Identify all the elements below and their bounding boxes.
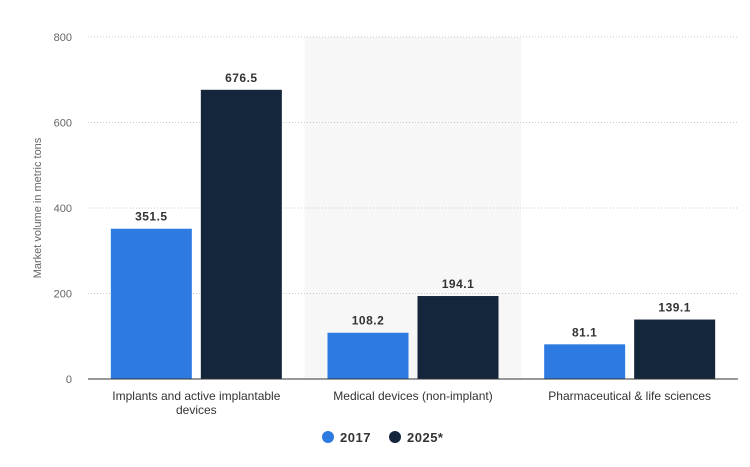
legend-item[interactable]: 2017 xyxy=(322,430,371,445)
x-category-label: Implants and active implantable devices xyxy=(112,389,280,417)
legend-label: 2017 xyxy=(340,430,371,445)
y-axis-ticks: 0 200 400 600 800 xyxy=(54,32,72,386)
x-category-label: Pharmaceutical & life sciences xyxy=(548,389,711,403)
data-label: 194.1 xyxy=(442,277,475,291)
x-axis-categories: Implants and active implantable devices Me… xyxy=(112,389,711,417)
legend-item[interactable]: 2025* xyxy=(389,430,444,445)
bar[interactable] xyxy=(544,344,626,379)
y-tick-label: 400 xyxy=(54,203,72,215)
y-tick-label: 600 xyxy=(54,118,72,130)
y-tick-label: 0 xyxy=(66,374,72,386)
gridlines xyxy=(88,36,738,294)
data-label: 139.1 xyxy=(658,301,691,315)
bar[interactable] xyxy=(634,319,716,379)
bar[interactable] xyxy=(200,89,282,379)
data-label: 676.5 xyxy=(225,71,258,85)
legend-marker xyxy=(322,431,334,443)
legend[interactable]: 2017 2025* xyxy=(322,430,444,445)
y-axis-label: Market volume in metric tons xyxy=(32,137,44,278)
bars xyxy=(110,89,716,379)
data-label: 108.2 xyxy=(352,314,385,328)
y-tick-label: 800 xyxy=(54,32,72,44)
bar[interactable] xyxy=(417,296,499,379)
data-label: 351.5 xyxy=(135,210,168,224)
x-category-label: Medical devices (non-implant) xyxy=(333,389,492,403)
legend-label: 2025* xyxy=(407,430,444,445)
bar[interactable] xyxy=(327,332,409,379)
data-label: 81.1 xyxy=(572,325,597,339)
legend-marker xyxy=(389,431,401,443)
bar[interactable] xyxy=(110,228,192,379)
data-labels: 351.5 676.5 108.2 194.1 81.1 139.1 xyxy=(135,71,691,340)
y-tick-label: 200 xyxy=(54,289,72,301)
